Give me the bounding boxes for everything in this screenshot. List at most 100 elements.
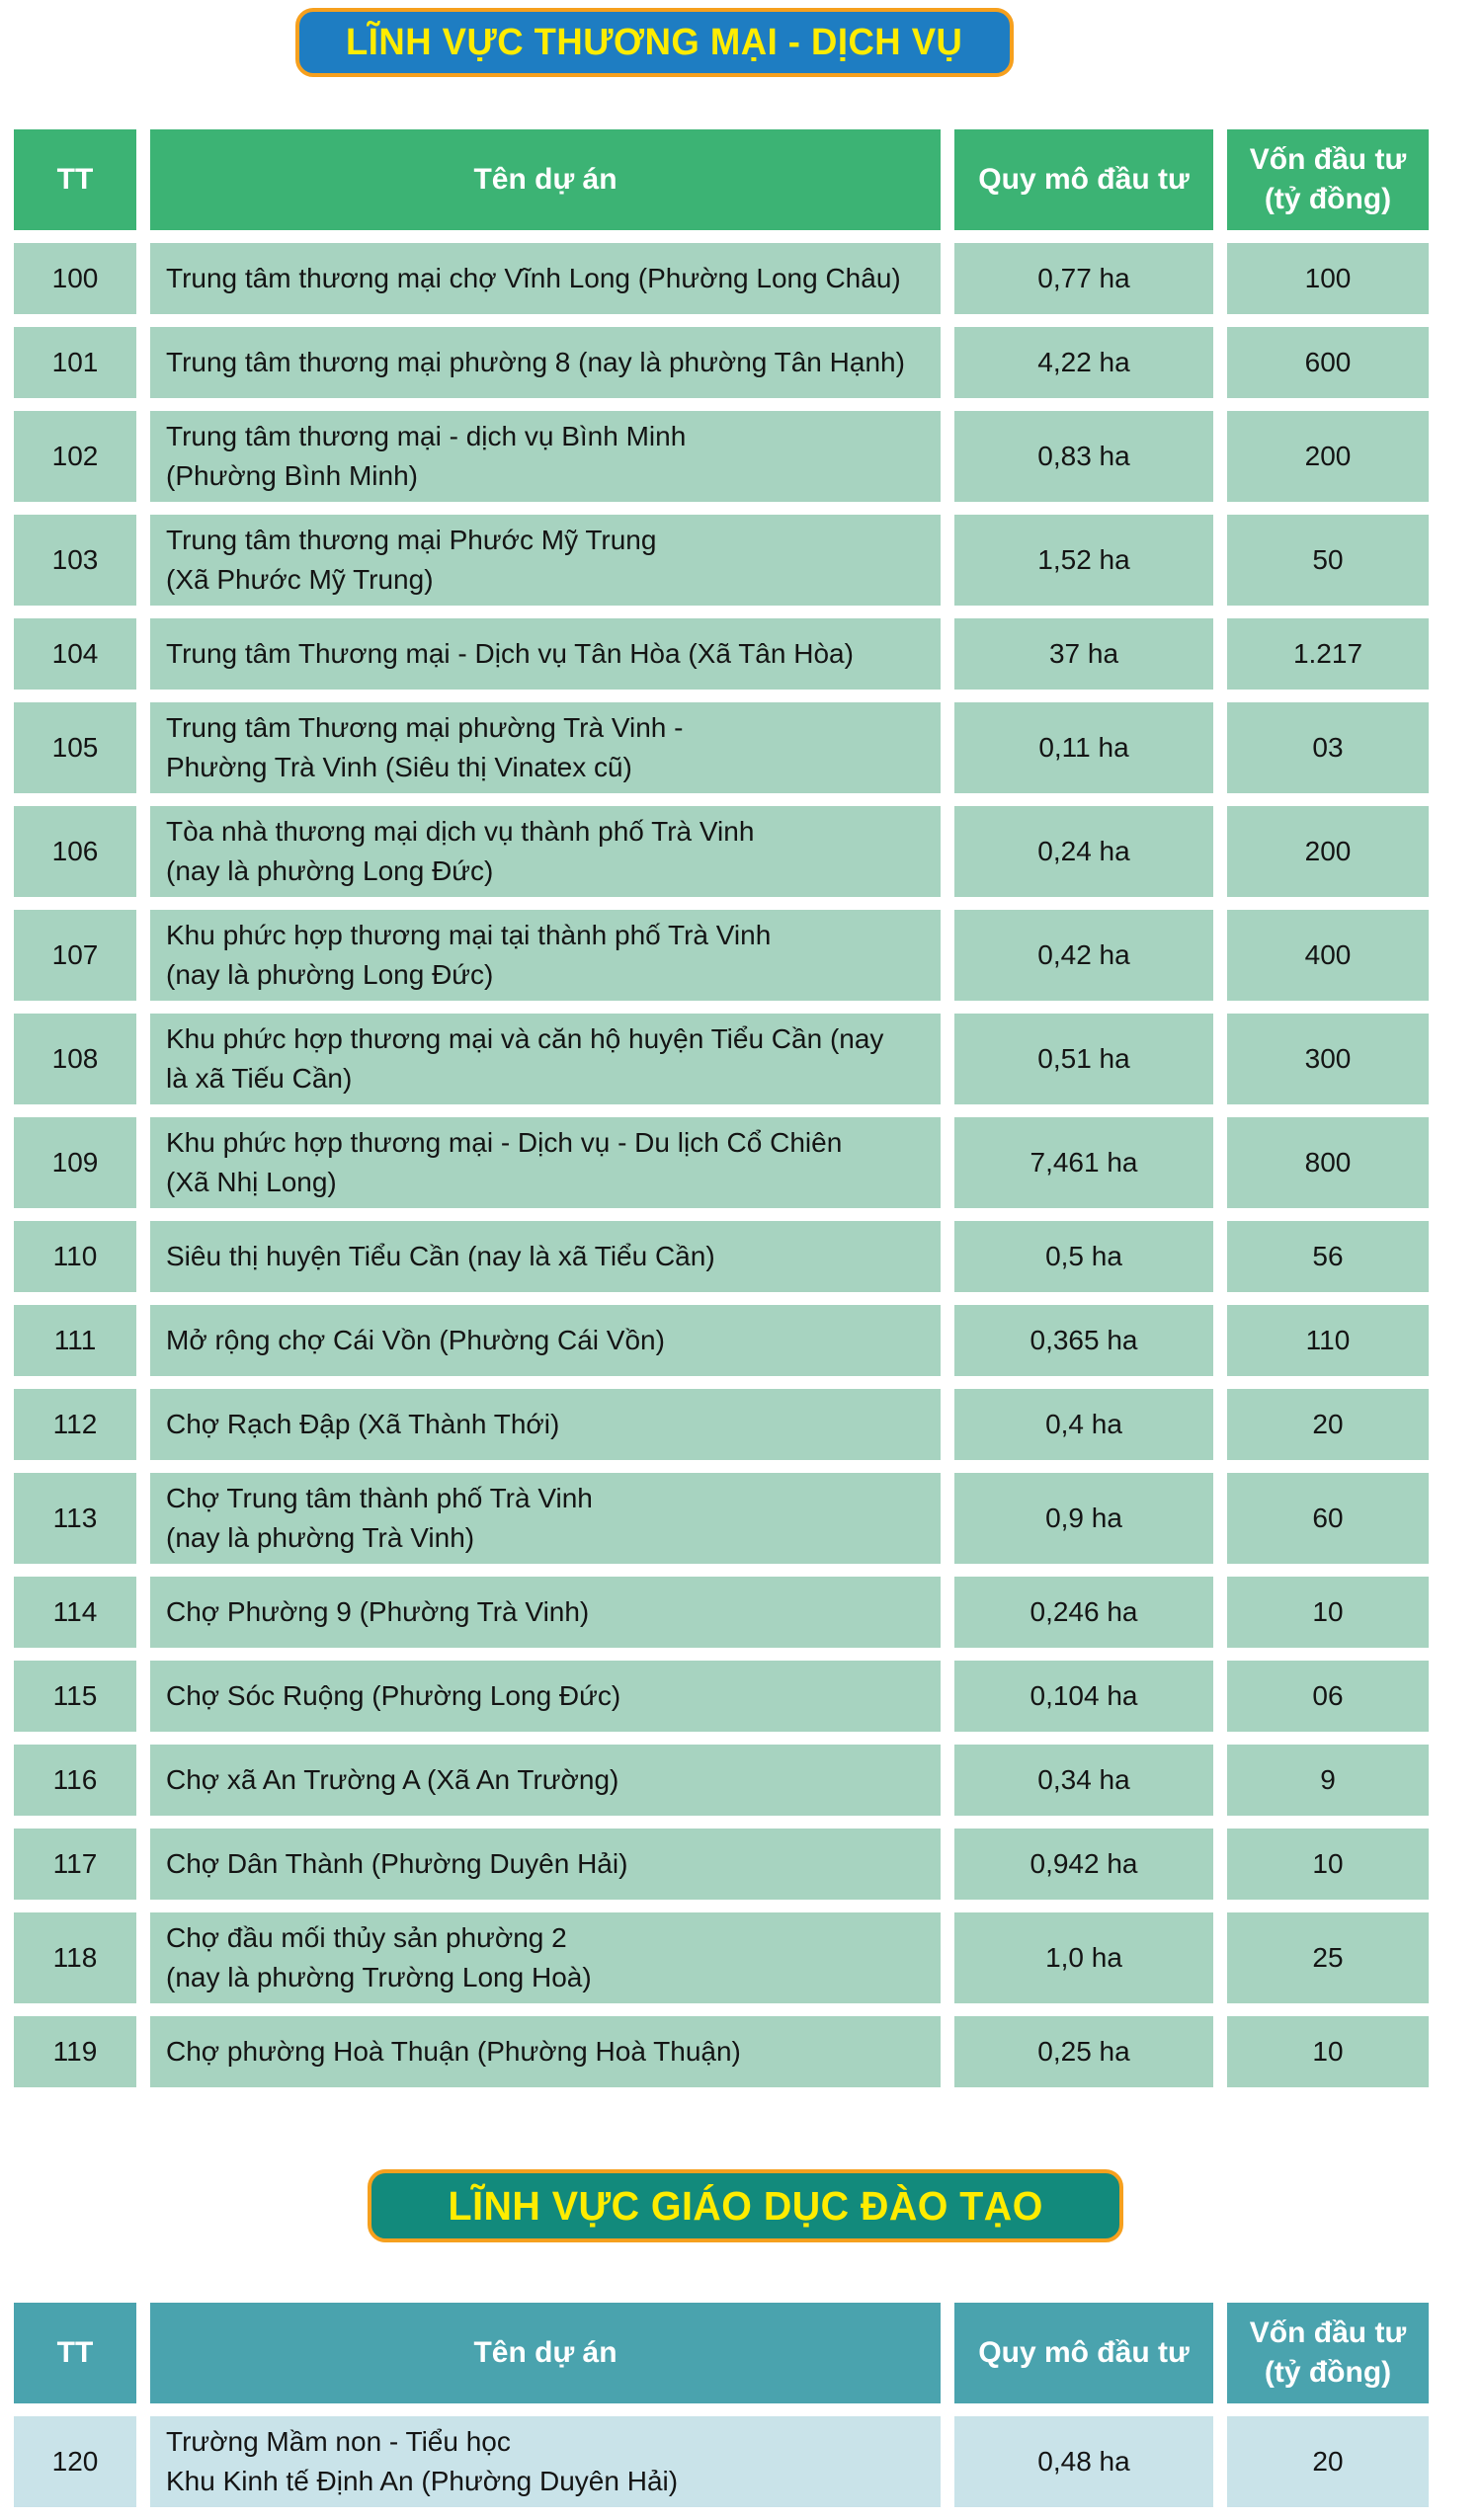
page: LĨNH VỰC THƯƠNG MẠI - DỊCH VỤ TT Tên dự … <box>0 8 1482 2520</box>
scale-cell: 0,24 ha <box>954 806 1213 897</box>
project-name-cell: Mở rộng chợ Cái Vồn (Phường Cái Vồn) <box>150 1305 941 1376</box>
project-row: 116 Chợ xã An Trường A (Xã An Trường) 0,34… <box>14 1745 1429 1816</box>
scale-cell: 0,5 ha <box>954 1221 1213 1292</box>
project-row: 100 Trung tâm thương mại chợ Vĩnh Long (P… <box>14 243 1429 314</box>
projects-table-education: TT Tên dự án Quy mô đầu tư Vốn đầu tư (t… <box>0 2290 1442 2520</box>
capital-cell: 03 <box>1227 702 1429 793</box>
capital-cell: 600 <box>1227 327 1429 398</box>
row-index-cell: 110 <box>14 1221 136 1292</box>
row-index-cell: 109 <box>14 1117 136 1208</box>
project-name-cell: Chợ phường Hoà Thuận (Phường Hoà Thuận) <box>150 2016 941 2087</box>
project-row: 118 Chợ đầu mối thủy sản phường 2 (nay là… <box>14 1912 1429 2003</box>
row-index-cell: 104 <box>14 618 136 690</box>
project-name-cell: Chợ xã An Trường A (Xã An Trường) <box>150 1745 941 1816</box>
header-tt: TT <box>14 2303 136 2403</box>
capital-cell: 200 <box>1227 806 1429 897</box>
project-row: 101 Trung tâm thương mại phường 8 (nay là… <box>14 327 1429 398</box>
capital-cell: 25 <box>1227 1912 1429 2003</box>
table-body: 120 Trường Mầm non - Tiểu học Khu Kinh tế… <box>14 2416 1429 2507</box>
project-name-cell: Siêu thị huyện Tiểu Cần (nay là xã Tiểu … <box>150 1221 941 1292</box>
project-row: 113 Chợ Trung tâm thành phố Trà Vinh (nay… <box>14 1473 1429 1564</box>
capital-cell: 10 <box>1227 2016 1429 2087</box>
scale-cell: 1,0 ha <box>954 1912 1213 2003</box>
project-row: 112 Chợ Rạch Đập (Xã Thành Thới) 0,4 ha 20 <box>14 1389 1429 1460</box>
row-index-cell: 111 <box>14 1305 136 1376</box>
project-name-cell: Chợ Dân Thành (Phường Duyên Hải) <box>150 1829 941 1900</box>
capital-cell: 06 <box>1227 1661 1429 1732</box>
projects-table-commerce: TT Tên dự án Quy mô đầu tư Vốn đầu tư (t… <box>0 117 1442 2100</box>
section-banner-label: LĨNH VỰC GIÁO DỤC ĐÀO TẠO <box>448 2182 1043 2229</box>
project-name-cell: Chợ đầu mối thủy sản phường 2 (nay là ph… <box>150 1912 941 2003</box>
scale-cell: 0,4 ha <box>954 1389 1213 1460</box>
scale-cell: 0,25 ha <box>954 2016 1213 2087</box>
row-index-cell: 114 <box>14 1577 136 1648</box>
project-row: 105 Trung tâm Thương mại phường Trà Vinh … <box>14 702 1429 793</box>
header-scale: Quy mô đầu tư <box>954 2303 1213 2403</box>
project-name-cell: Khu phức hợp thương mại - Dịch vụ - Du l… <box>150 1117 941 1208</box>
project-row: 110 Siêu thị huyện Tiểu Cần (nay là xã Ti… <box>14 1221 1429 1292</box>
scale-cell: 7,461 ha <box>954 1117 1213 1208</box>
capital-cell: 20 <box>1227 1389 1429 1460</box>
row-index-cell: 107 <box>14 910 136 1001</box>
scale-cell: 0,365 ha <box>954 1305 1213 1376</box>
header-capital: Vốn đầu tư (tỷ đồng) <box>1227 2303 1429 2403</box>
section-banner: LĨNH VỰC GIÁO DỤC ĐÀO TẠO <box>368 2169 1123 2242</box>
project-name-cell: Trường Mầm non - Tiểu học Khu Kinh tế Đị… <box>150 2416 941 2507</box>
project-row: 109 Khu phức hợp thương mại - Dịch vụ - D… <box>14 1117 1429 1208</box>
section-education-training: LĨNH VỰC GIÁO DỤC ĐÀO TẠO TT Tên dự án Q… <box>0 2169 1482 2520</box>
project-name-cell: Chợ Phường 9 (Phường Trà Vinh) <box>150 1577 941 1648</box>
project-name-cell: Trung tâm thương mại - dịch vụ Bình Minh… <box>150 411 941 502</box>
project-row: 119 Chợ phường Hoà Thuận (Phường Hoà Thuậ… <box>14 2016 1429 2087</box>
row-index-cell: 116 <box>14 1745 136 1816</box>
row-index-cell: 120 <box>14 2416 136 2507</box>
row-index-cell: 108 <box>14 1014 136 1104</box>
scale-cell: 4,22 ha <box>954 327 1213 398</box>
scale-cell: 0,942 ha <box>954 1829 1213 1900</box>
scale-cell: 0,246 ha <box>954 1577 1213 1648</box>
row-index-cell: 115 <box>14 1661 136 1732</box>
row-index-cell: 117 <box>14 1829 136 1900</box>
table-header-row: TT Tên dự án Quy mô đầu tư Vốn đầu tư (t… <box>14 2303 1429 2403</box>
capital-cell: 800 <box>1227 1117 1429 1208</box>
project-name-cell: Khu phức hợp thương mại tại thành phố Tr… <box>150 910 941 1001</box>
project-name-cell: Khu phức hợp thương mại và căn hộ huyện … <box>150 1014 941 1104</box>
capital-cell: 10 <box>1227 1829 1429 1900</box>
row-index-cell: 113 <box>14 1473 136 1564</box>
project-name-cell: Trung tâm Thương mại - Dịch vụ Tân Hòa (… <box>150 618 941 690</box>
capital-cell: 1.217 <box>1227 618 1429 690</box>
capital-cell: 110 <box>1227 1305 1429 1376</box>
row-index-cell: 118 <box>14 1912 136 2003</box>
table-body: 100 Trung tâm thương mại chợ Vĩnh Long (P… <box>14 243 1429 2087</box>
scale-cell: 0,83 ha <box>954 411 1213 502</box>
scale-cell: 0,48 ha <box>954 2416 1213 2507</box>
project-name-cell: Trung tâm thương mại Phước Mỹ Trung (Xã … <box>150 515 941 606</box>
project-row: 104 Trung tâm Thương mại - Dịch vụ Tân Hò… <box>14 618 1429 690</box>
row-index-cell: 100 <box>14 243 136 314</box>
project-name-cell: Chợ Sóc Ruộng (Phường Long Đức) <box>150 1661 941 1732</box>
capital-cell: 10 <box>1227 1577 1429 1648</box>
capital-cell: 200 <box>1227 411 1429 502</box>
scale-cell: 0,104 ha <box>954 1661 1213 1732</box>
scale-cell: 0,77 ha <box>954 243 1213 314</box>
project-row: 103 Trung tâm thương mại Phước Mỹ Trung (… <box>14 515 1429 606</box>
project-row: 115 Chợ Sóc Ruộng (Phường Long Đức) 0,104 … <box>14 1661 1429 1732</box>
project-name-cell: Tòa nhà thương mại dịch vụ thành phố Trà… <box>150 806 941 897</box>
capital-cell: 56 <box>1227 1221 1429 1292</box>
row-index-cell: 101 <box>14 327 136 398</box>
header-project-name: Tên dự án <box>150 2303 941 2403</box>
section-banner: LĨNH VỰC THƯƠNG MẠI - DỊCH VỤ <box>295 8 1014 77</box>
section-commerce-services: LĨNH VỰC THƯƠNG MẠI - DỊCH VỤ TT Tên dự … <box>0 8 1482 2100</box>
header-tt: TT <box>14 129 136 230</box>
scale-cell: 0,42 ha <box>954 910 1213 1001</box>
scale-cell: 0,34 ha <box>954 1745 1213 1816</box>
table-header-row: TT Tên dự án Quy mô đầu tư Vốn đầu tư (t… <box>14 129 1429 230</box>
row-index-cell: 106 <box>14 806 136 897</box>
header-capital: Vốn đầu tư (tỷ đồng) <box>1227 129 1429 230</box>
row-index-cell: 103 <box>14 515 136 606</box>
project-row: 120 Trường Mầm non - Tiểu học Khu Kinh tế… <box>14 2416 1429 2507</box>
section-banner-label: LĨNH VỰC THƯƠNG MẠI - DỊCH VỤ <box>346 21 963 63</box>
capital-cell: 100 <box>1227 243 1429 314</box>
project-row: 111 Mở rộng chợ Cái Vồn (Phường Cái Vồn) 0… <box>14 1305 1429 1376</box>
row-index-cell: 119 <box>14 2016 136 2087</box>
capital-cell: 400 <box>1227 910 1429 1001</box>
